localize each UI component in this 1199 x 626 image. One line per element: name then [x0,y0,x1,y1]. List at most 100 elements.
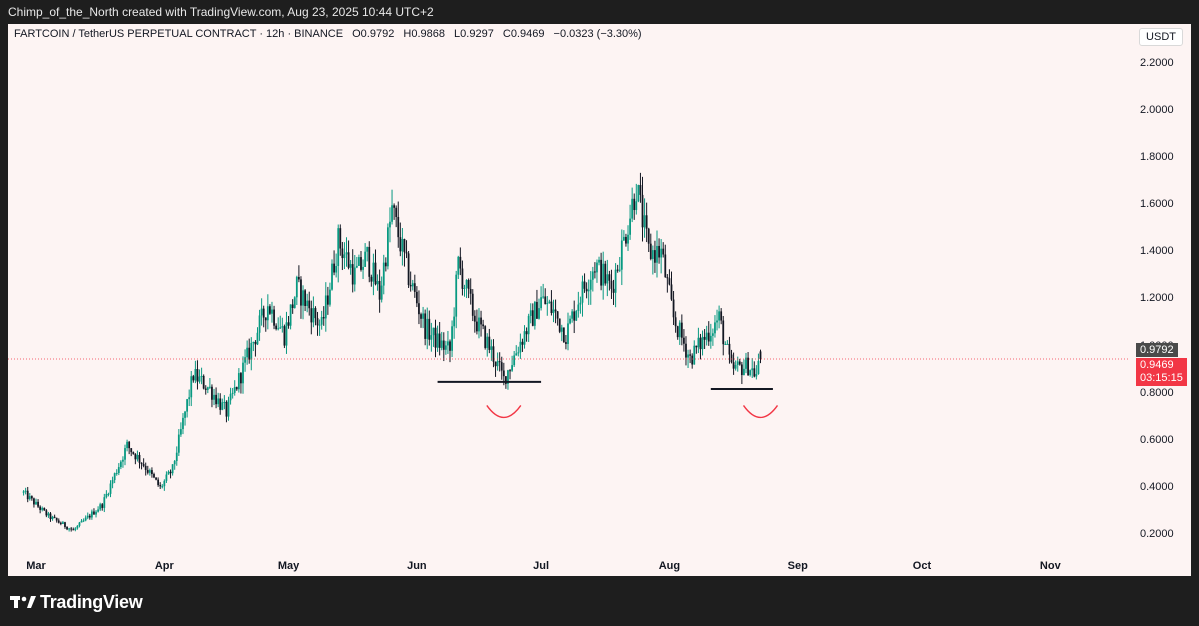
tradingview-branding[interactable]: TradingView [10,590,143,614]
candle-down [585,288,588,292]
chart-panel[interactable]: FARTCOIN / TetherUS PERPETUAL CONTRACT ·… [8,24,1191,576]
candle-up [47,513,50,516]
candle-down [730,354,733,363]
candle-up [736,361,739,365]
candle-down [395,207,398,217]
candle-up [637,185,640,202]
candle-down [93,511,95,515]
candle-up [188,397,191,400]
candle-down [502,370,505,377]
candle-down [488,336,491,350]
candle-down [670,284,673,300]
candle-down [509,370,511,372]
candle-up [177,434,180,453]
candle-down [647,228,650,244]
candle-up [701,336,704,350]
candle-up [200,375,203,377]
candle-up [716,320,718,323]
candle-up [258,315,261,333]
candle-up [180,429,182,435]
candle-up [111,480,114,484]
candle-up [745,357,747,369]
candle-up [86,515,89,518]
candle-up [105,493,108,498]
price-chart[interactable] [8,24,1191,576]
candle-up [560,327,563,332]
candle-up [122,459,124,462]
candle-up [161,486,164,488]
candle-down [215,394,217,405]
candle-up [643,215,646,228]
candle-down [57,520,60,523]
ohlc-change: −0.0323 (−3.30%) [553,28,642,40]
candle-down [691,355,694,365]
candle-down [26,490,29,500]
candle-up [277,328,280,330]
candle-up [279,327,282,329]
candle-up [389,221,391,228]
candle-down [144,465,147,470]
candle-down [428,318,431,340]
candle-down [480,317,482,325]
candle-down [500,362,503,371]
candle-down [583,281,586,289]
y-tick-label: 0.8000 [1140,386,1174,399]
candle-down [699,337,702,350]
candle-down [43,507,46,511]
candle-down [680,322,683,338]
candle-down [747,357,749,376]
candle-up [496,361,499,367]
candle-up [444,345,447,350]
candle-up [221,402,224,410]
candle-down [544,296,547,305]
candle-down [153,474,155,478]
candle-down [225,401,228,417]
candle-down [235,387,238,390]
candle-up [227,400,230,417]
candle-down [378,280,381,300]
candle-down [449,341,451,351]
candle-up [486,336,489,348]
candle-up [117,467,120,473]
candle-down [202,375,205,389]
currency-selector[interactable]: USDT [1139,28,1183,46]
candle-up [124,448,126,460]
smile-mark [486,405,522,419]
candle-down [204,388,207,390]
candle-down [740,364,743,376]
candle-up [358,257,360,266]
candle-down [262,308,265,318]
candle-down [415,291,418,304]
candle-down [674,317,677,327]
candle-down [297,276,300,280]
candle-down [30,496,33,499]
candle-down [521,341,524,345]
y-tick-label: 1.6000 [1140,198,1174,211]
candle-up [542,296,545,298]
candle-up [233,387,236,393]
candle-up [432,327,435,336]
candle-down [159,485,162,487]
candle-up [627,234,629,244]
candle-down [666,277,669,279]
candle-down [504,376,507,384]
candle-down [134,453,137,460]
candle-up [751,368,754,371]
candle-up [660,248,663,258]
candle-down [484,326,487,348]
candle-down [608,274,611,281]
x-tick-label: Aug [658,560,681,572]
candle-down [469,288,472,294]
candle-down [639,185,642,195]
candle-down [438,333,441,348]
candle-down [264,317,267,321]
candle-down [683,337,685,344]
candle-down [351,264,354,285]
candle-down [53,516,56,518]
candle-up [148,470,151,473]
candle-up [171,464,174,474]
candle-up [355,265,358,268]
candle-up [527,315,530,335]
candle-up [113,473,116,481]
candle-up [387,227,389,267]
